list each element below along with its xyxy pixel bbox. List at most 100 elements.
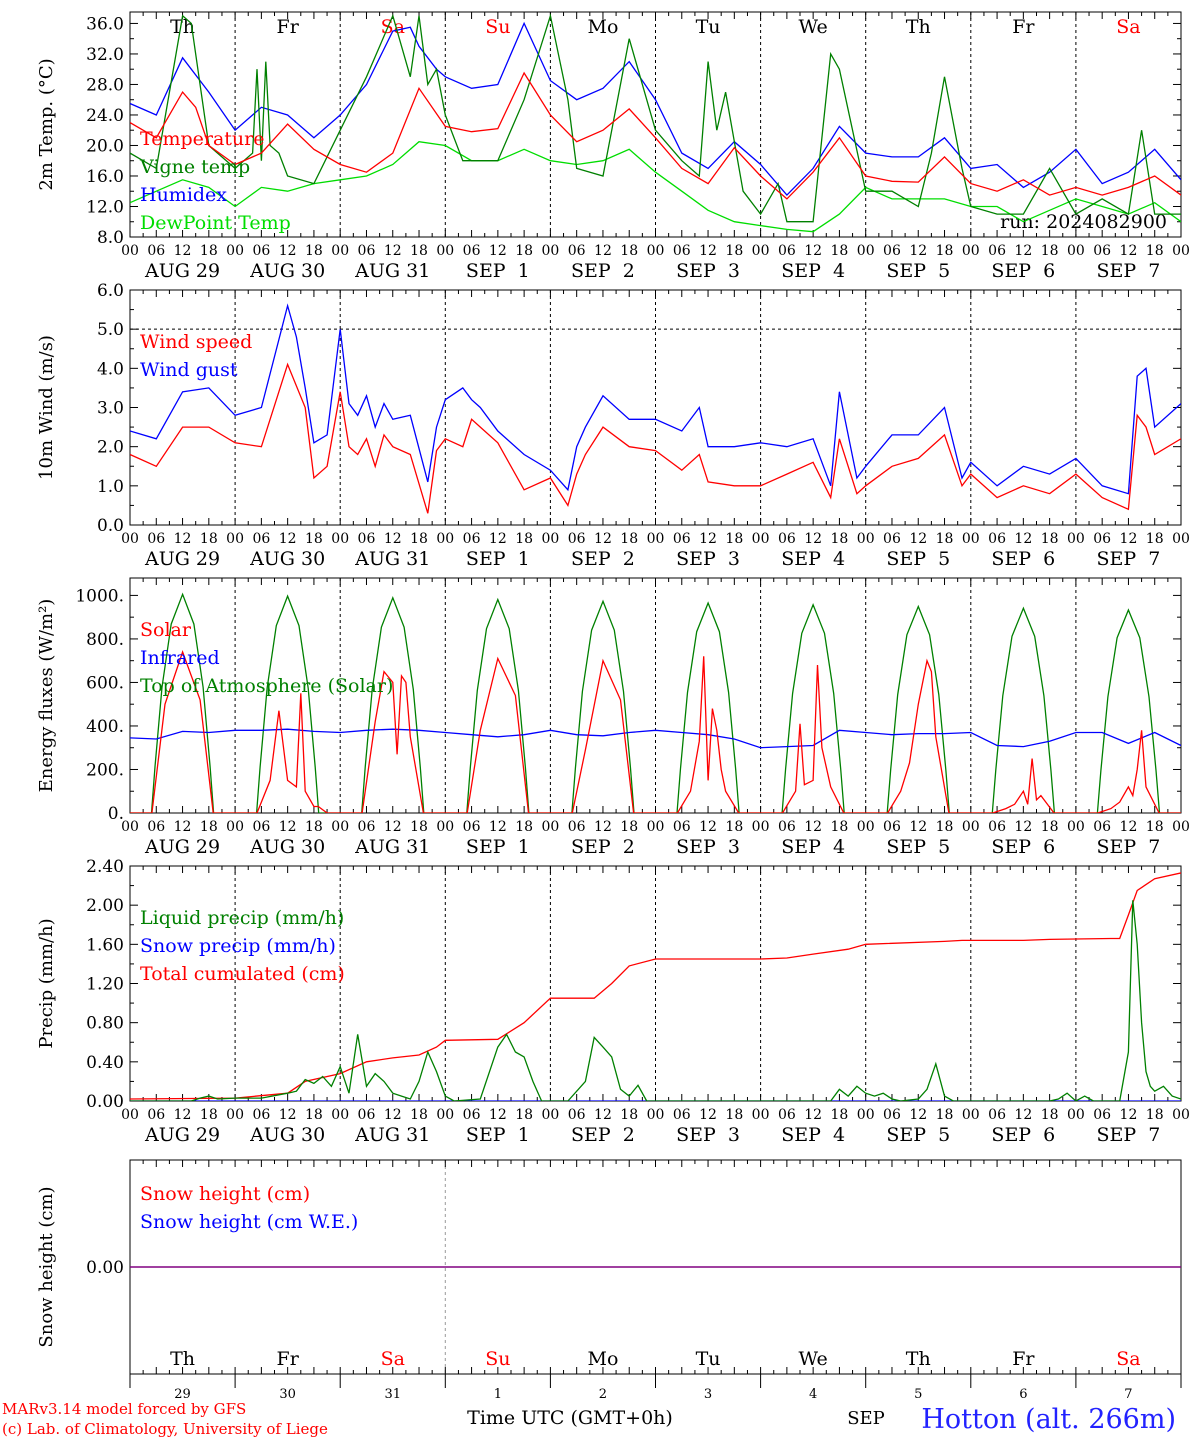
y-tick-label: 20.0: [86, 136, 124, 156]
hour-label: 06: [673, 531, 691, 547]
hour-label: 12: [1120, 819, 1138, 835]
hour-label: 06: [568, 531, 586, 547]
y-tick-label: 600.: [86, 673, 124, 693]
day-number-label: 7: [1124, 1387, 1132, 1402]
y-tick-label: 1.60: [86, 935, 124, 955]
hour-label: 12: [1120, 243, 1138, 259]
hour-label: 00: [1067, 1107, 1085, 1123]
y-tick-label: 1.0: [97, 477, 124, 497]
hour-label: 00: [331, 531, 349, 547]
y-tick-label: 16.0: [86, 167, 124, 187]
legend-entry: Infrared: [140, 647, 220, 669]
hour-label: 18: [936, 531, 954, 547]
series-line-wind-speed: [130, 362, 1181, 514]
hour-label: 00: [1172, 819, 1190, 835]
y-axis-label: Energy fluxes (W/m²): [36, 599, 57, 793]
legend-entry: Solar: [140, 619, 192, 641]
hour-label: 18: [410, 1107, 428, 1123]
y-axis-label: 10m Wind (m/s): [36, 335, 57, 480]
hour-label: 18: [1146, 531, 1164, 547]
hour-label: 12: [1120, 531, 1138, 547]
date-label: SEP 3: [676, 548, 740, 570]
y-tick-label: 0.00: [86, 1092, 124, 1112]
panel-temperature: 8.0 12.0 16.0 20.0 24.0 28.0 32.0 36.0 2m Temp. …: [36, 11, 1190, 282]
date-label: SEP 2: [571, 1124, 635, 1146]
hour-label: 00: [752, 819, 770, 835]
hour-label: 00: [962, 819, 980, 835]
hour-label: 00: [541, 1107, 559, 1123]
hour-label: 18: [515, 819, 533, 835]
series-line-temperature: [130, 71, 1181, 200]
hour-label: 06: [988, 1107, 1006, 1123]
panel-energy: 0. 200. 400. 600. 800. 1000. Energy fluxes (W/…: [36, 577, 1190, 858]
date-label: AUG 29: [144, 836, 220, 858]
hour-label: 12: [594, 1107, 612, 1123]
weekday-label: Mo: [587, 1348, 618, 1370]
hour-label: 00: [647, 819, 665, 835]
hour-label: 06: [568, 243, 586, 259]
legend-entry: Humidex: [140, 184, 227, 206]
weekday-label: Sa: [1116, 16, 1140, 38]
weekday-label: Mo: [587, 16, 618, 38]
date-label: SEP 1: [466, 260, 530, 282]
hour-label: 06: [358, 531, 376, 547]
hour-label: 12: [279, 243, 297, 259]
weekday-label: Sa: [381, 16, 405, 38]
weekday-label: Tu: [696, 16, 721, 38]
hour-label: 06: [358, 819, 376, 835]
hour-label: 12: [594, 531, 612, 547]
hour-label: 18: [410, 531, 428, 547]
hour-label: 06: [673, 1107, 691, 1123]
hour-label: 00: [752, 1107, 770, 1123]
run-label: run: 2024082900: [1000, 211, 1167, 233]
hour-label: 00: [857, 819, 875, 835]
date-label: SEP 3: [676, 260, 740, 282]
credit-line-1: MARv3.14 model forced by GFS: [2, 1400, 246, 1418]
weekday-label: Th: [170, 1348, 195, 1370]
hour-label: 06: [463, 1107, 481, 1123]
hour-label: 12: [909, 819, 927, 835]
date-label: SEP 4: [781, 1124, 845, 1146]
legend-entry: DewPoint Temp: [140, 212, 291, 234]
panel-snow: 0.00 Snow height (cm) Th 29 Fr 30 Sa 31 Su 1 Mo 2 Tu…: [36, 1159, 1182, 1402]
date-label: SEP 2: [571, 548, 635, 570]
panel-precip: 0.00 0.40 0.80 1.20 1.60 2.00 2.40 Precip (mm/h…: [36, 857, 1190, 1146]
hour-label: 06: [358, 1107, 376, 1123]
series-line-liquid-precip-mm-h-: [130, 900, 1181, 1101]
hour-label: 00: [331, 243, 349, 259]
hour-label: 06: [883, 1107, 901, 1123]
weekday-label: Fr: [1012, 16, 1035, 38]
series-line-total-cumulated-cm-: [130, 872, 1181, 1100]
date-label: SEP 1: [466, 548, 530, 570]
y-tick-label: 28.0: [86, 75, 124, 95]
hour-label: 00: [962, 243, 980, 259]
y-tick-label: 32.0: [86, 45, 124, 65]
hour-label: 06: [778, 243, 796, 259]
month-label: SEP: [847, 1408, 885, 1429]
day-number-label: 1: [494, 1387, 502, 1402]
hour-label: 12: [1014, 1107, 1032, 1123]
hour-label: 18: [725, 243, 743, 259]
hour-label: 18: [200, 243, 218, 259]
date-label: SEP 4: [781, 836, 845, 858]
weekday-label: Su: [485, 16, 510, 38]
date-label: SEP 7: [1097, 836, 1161, 858]
hour-label: 12: [489, 243, 507, 259]
hour-label: 18: [936, 1107, 954, 1123]
y-axis-label: Precip (mm/h): [36, 918, 57, 1048]
hour-label: 12: [594, 819, 612, 835]
hour-label: 00: [857, 1107, 875, 1123]
weekday-label: Fr: [1012, 1348, 1035, 1370]
day-number-label: 2: [599, 1387, 607, 1402]
hour-label: 12: [594, 243, 612, 259]
day-number-label: 29: [174, 1387, 191, 1402]
hour-label: 12: [909, 531, 927, 547]
y-tick-label: 36.0: [86, 14, 124, 34]
y-axis-label: Snow height (cm): [36, 1186, 57, 1347]
hour-label: 00: [1172, 531, 1190, 547]
hour-label: 06: [252, 819, 270, 835]
credit-line-2: (c) Lab. of Climatology, University of L…: [2, 1420, 328, 1438]
hour-label: 06: [883, 819, 901, 835]
hour-label: 18: [725, 531, 743, 547]
y-tick-label: 12.0: [86, 197, 124, 217]
